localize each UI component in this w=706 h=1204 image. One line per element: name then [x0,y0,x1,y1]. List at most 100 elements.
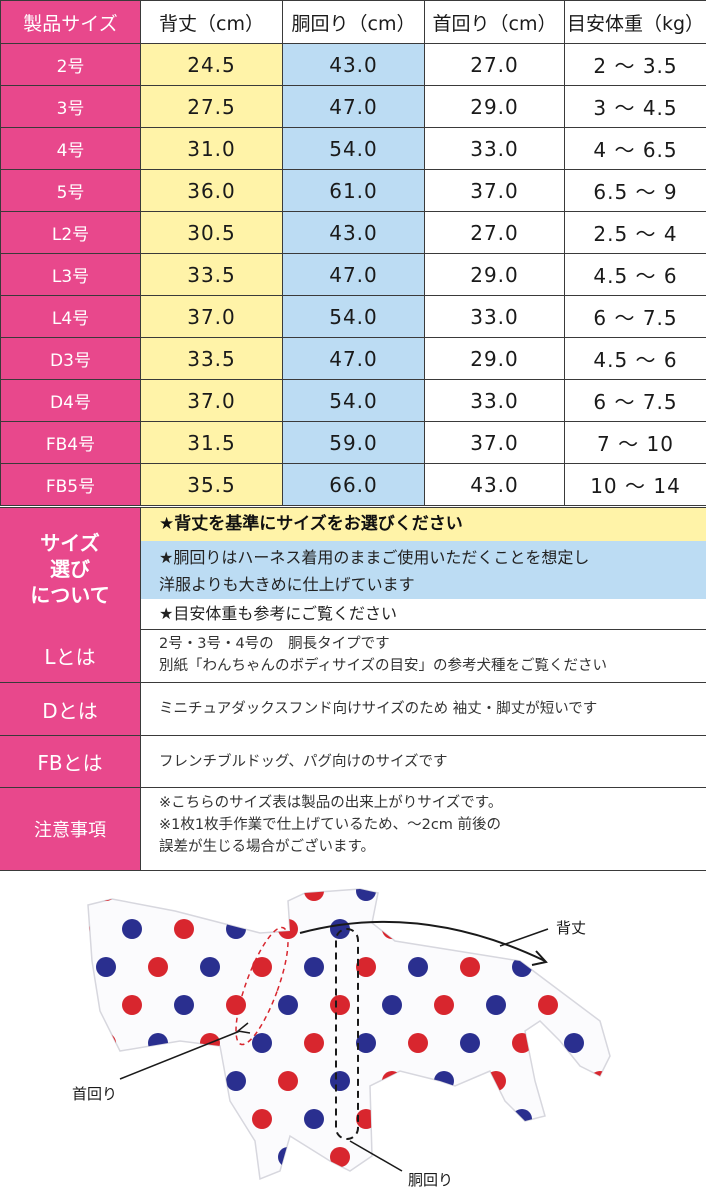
chest-cell: 54.0 [283,296,425,338]
polka-dot [460,1033,480,1053]
back-length-cell: 35.5 [141,464,283,506]
back-length-cell: 31.5 [141,422,283,464]
fb-type-text: フレンチブルドッグ、パグ向けのサイズです [141,736,706,787]
fb-type-label: FBとは [0,736,141,787]
polka-dot [122,995,142,1015]
polka-dot [304,957,324,977]
neck-cell: 33.0 [425,380,565,422]
polka-dot [148,1033,168,1053]
polka-dot [486,1147,506,1167]
polka-dot [590,1071,610,1091]
polka-dot [226,995,246,1015]
size-cell: L4号 [1,296,141,338]
size-cell: L2号 [1,212,141,254]
polka-dot [148,1109,168,1129]
size-cell: 2号 [1,44,141,86]
neck-cell: 37.0 [425,422,565,464]
polka-dot [70,919,90,939]
polka-dot [122,919,142,939]
polka-dot-garment-image [0,871,706,1200]
l-type-note: Lとは 2号・3号・4号の 胴長タイプです 別紙「わんちゃんのボディサイズの目安… [0,629,706,683]
polka-dot [200,881,220,901]
caution-label: 注意事項 [0,788,141,870]
size-cell: 5号 [1,170,141,212]
weight-guidance: ★目安体重も参考にご覧ください [141,599,706,629]
polka-dot [122,1147,142,1167]
l-type-line: 別紙「わんちゃんのボディサイズの目安」の参考犬種をご覧ください [159,655,706,677]
neck-cell: 37.0 [425,170,565,212]
polka-dot [304,1109,324,1129]
back-length-cell: 33.5 [141,254,283,296]
polka-dot [252,881,272,901]
polka-dot [226,1147,246,1167]
caution-line: ※1枚1枚手作業で仕上げているため、〜2cm 前後の [159,814,706,836]
size-cell: L3号 [1,254,141,296]
polka-dot [356,881,376,901]
polka-dot [590,995,610,1015]
polka-dot [434,995,454,1015]
polka-dot [278,1071,298,1091]
polka-dot [304,881,324,901]
polka-dot [434,1147,454,1167]
polka-dot [226,1071,246,1091]
caution-note: 注意事項 ※こちらのサイズ表は製品の出来上がりサイズです。 ※1枚1枚手作業で仕… [0,788,706,871]
neck-cell: 43.0 [425,464,565,506]
neck-cell: 29.0 [425,86,565,128]
weight-cell: 3 〜 4.5 [565,86,706,128]
polka-dot [460,1109,480,1129]
back-length-cell: 36.0 [141,170,283,212]
back-length-cell: 27.5 [141,86,283,128]
polka-dot [278,1147,298,1167]
chest-cell: 47.0 [283,86,425,128]
polka-dot [148,881,168,901]
chest-guidance-line: 洋服よりも大きめに仕上げています [159,571,706,598]
size-cell: 3号 [1,86,141,128]
back-length-leader [500,929,548,946]
weight-cell: 4 〜 6.5 [565,128,706,170]
back-length-cell: 24.5 [141,44,283,86]
polka-dot [408,881,428,901]
chest-guidance: ★胴回りはハーネス着用のままご使用いただくことを想定し 洋服よりも大きめに仕上げ… [141,541,706,599]
polka-dot [96,1033,116,1053]
polka-dot [174,1071,194,1091]
fb-type-note: FBとは フレンチブルドッグ、パグ向けのサイズです [0,736,706,788]
chest-cell: 43.0 [283,44,425,86]
size-selection-label-line: 選び [30,556,109,582]
size-selection-label-line: について [30,582,109,608]
size-cell: FB4号 [1,422,141,464]
polka-dot [330,1071,350,1091]
neck-cell: 29.0 [425,338,565,380]
neck-cell: 27.0 [425,212,565,254]
polka-dot [174,919,194,939]
chest-guidance-line: ★胴回りはハーネス着用のままご使用いただくことを想定し [159,544,706,571]
polka-dot [538,1147,558,1167]
l-type-line: 2号・3号・4号の 胴長タイプです [159,633,706,655]
polka-dot [252,1033,272,1053]
polka-dot [382,1147,402,1167]
polka-dot [330,1147,350,1167]
polka-dot [174,995,194,1015]
polka-dot [174,1147,194,1167]
d-type-note: Dとは ミニチュアダックスフンド向けサイズのため 袖丈・脚丈が短いです [0,683,706,736]
header-neck: 首回り（cm） [425,1,565,44]
polka-dot [278,995,298,1015]
polka-dot [590,1147,610,1167]
weight-cell: 6 〜 7.5 [565,296,706,338]
back-length-cell: 37.0 [141,380,283,422]
polka-dot [70,1147,90,1167]
back-length-cell: 33.5 [141,338,283,380]
polka-dot [486,1071,506,1091]
chest-cell: 54.0 [283,128,425,170]
size-cell: 4号 [1,128,141,170]
